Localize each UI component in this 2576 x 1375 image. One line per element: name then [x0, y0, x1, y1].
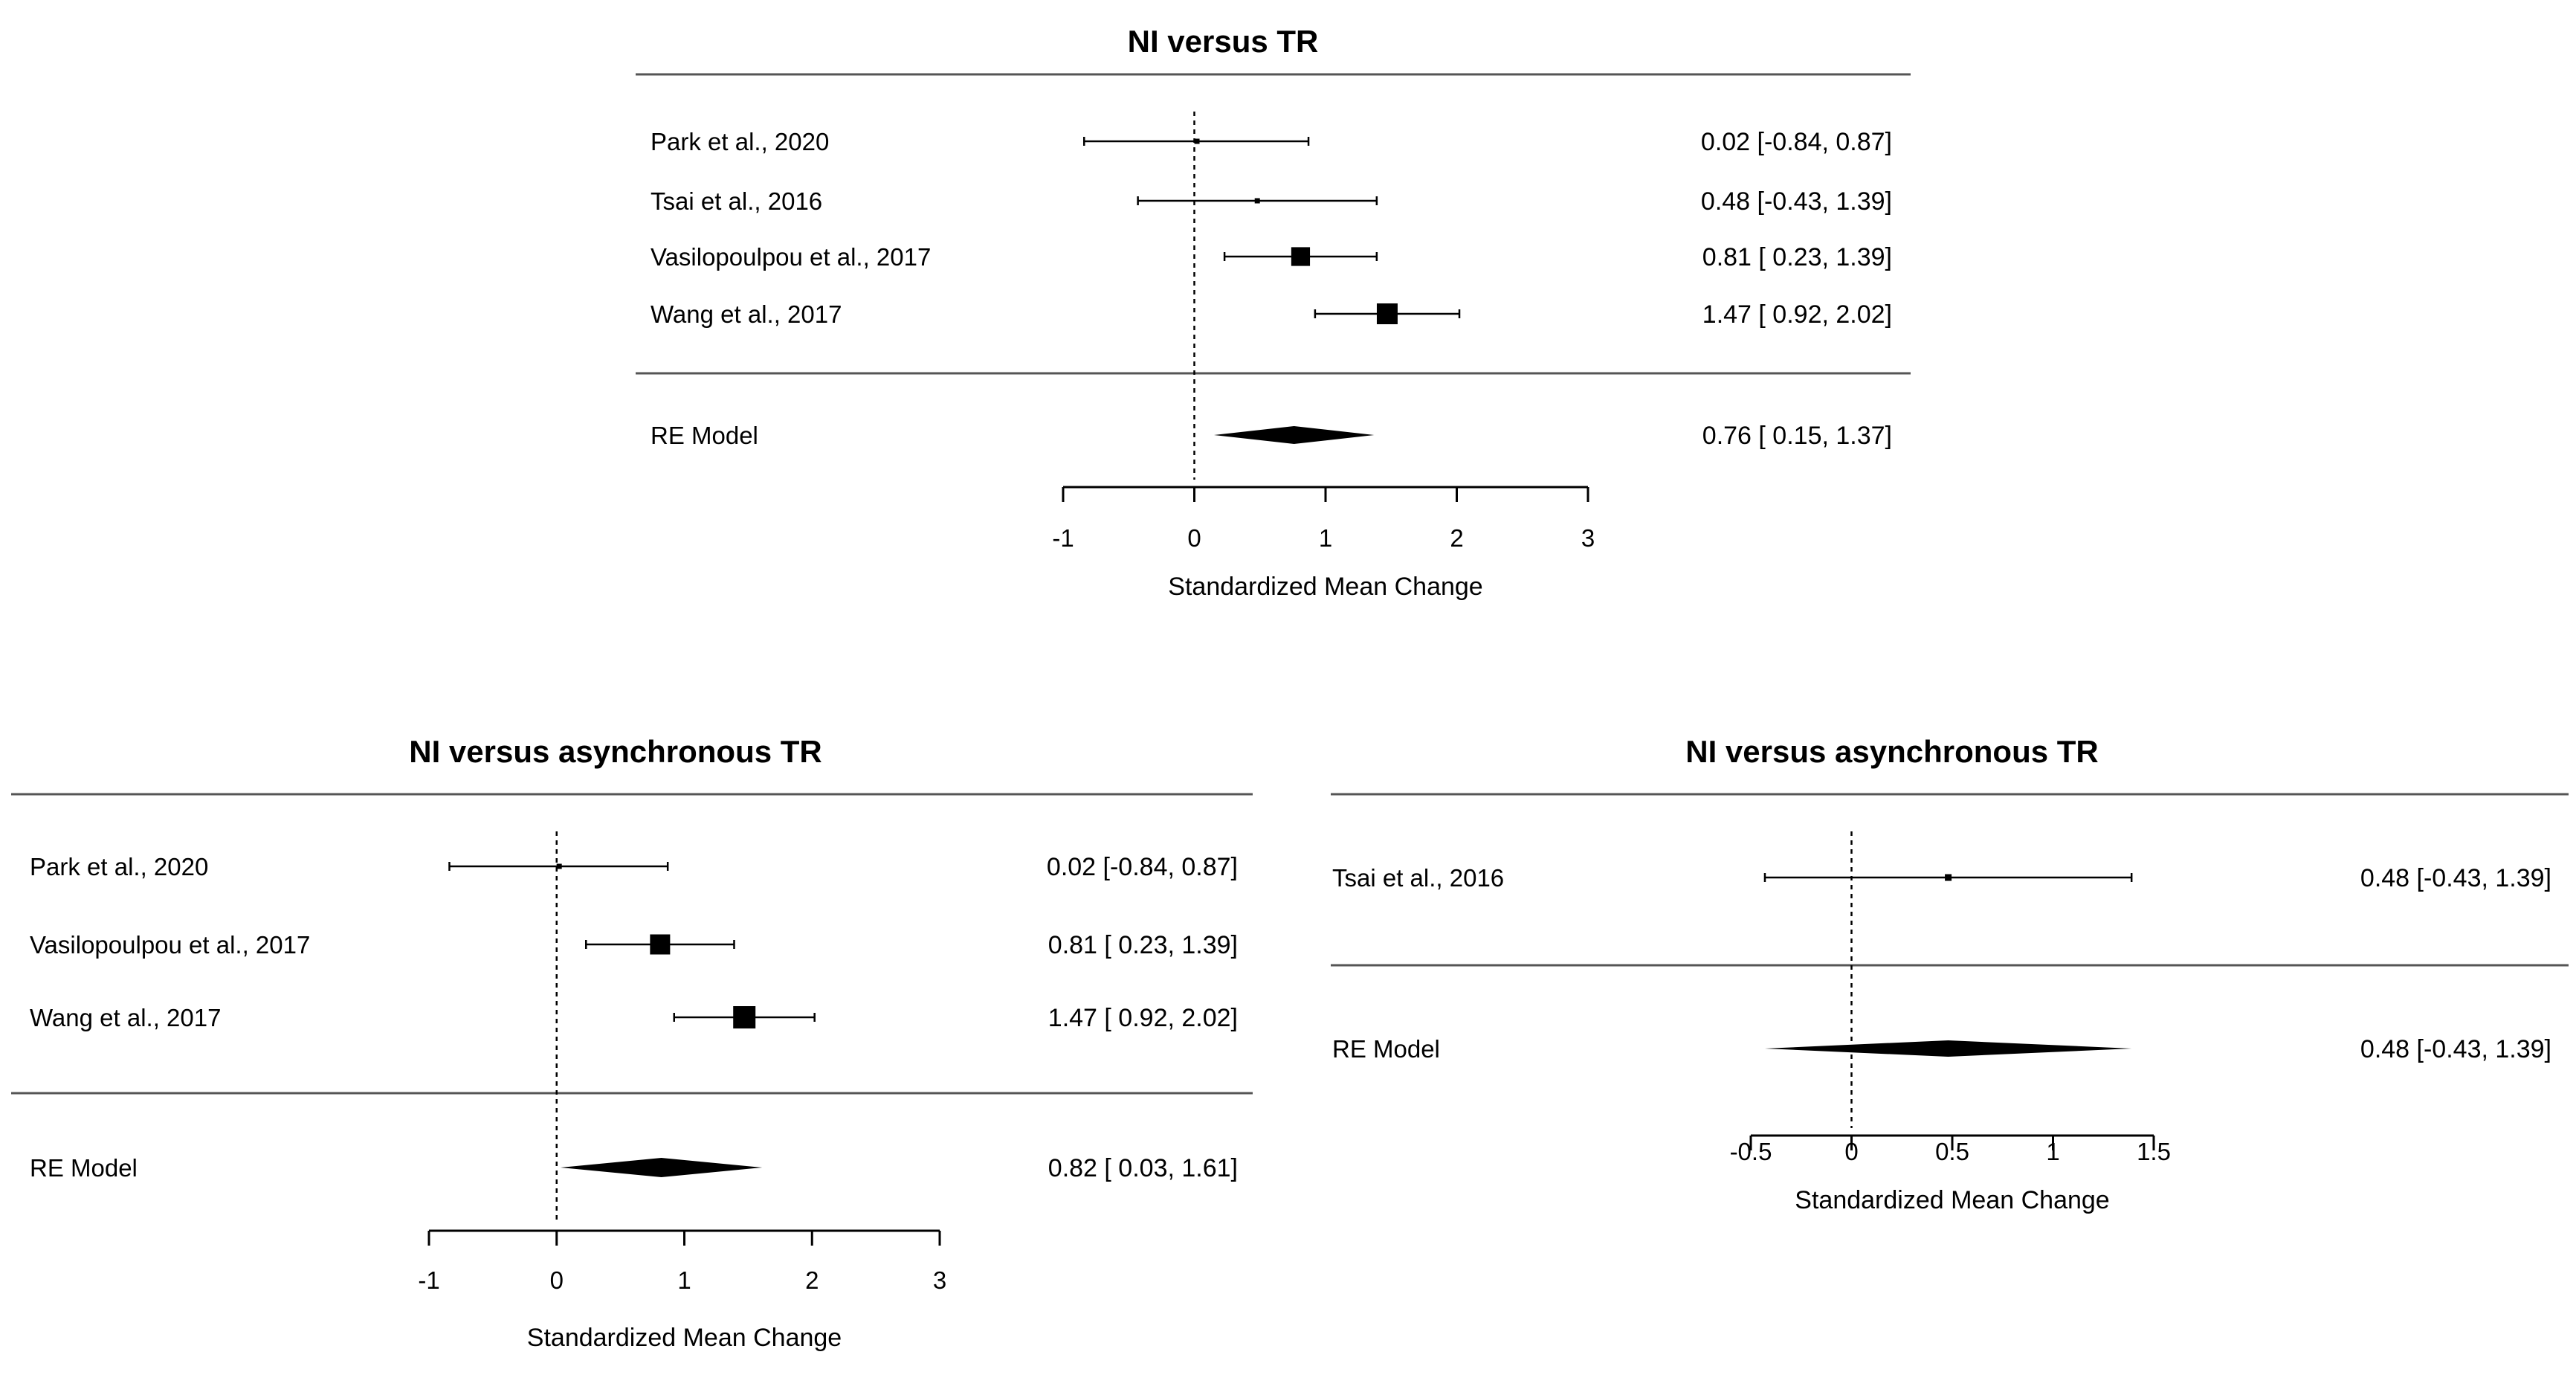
summary-ci-text: 0.82 [ 0.03, 1.61] [1048, 1154, 1238, 1182]
x-axis-title: Standardized Mean Change [527, 1324, 842, 1352]
x-tick-label: 0.5 [1935, 1138, 1969, 1165]
effect-size-box [1376, 303, 1398, 324]
effect-size-box [733, 1006, 756, 1028]
ci-text: 0.81 [ 0.23, 1.39] [1048, 931, 1238, 959]
forest-panel-2: NI versus asynchronous TR Park et al., 20… [11, 734, 1253, 1352]
x-tick-label: 0 [1844, 1138, 1858, 1165]
effect-size-box [1945, 874, 1952, 881]
study-label: Tsai et al., 2016 [1332, 864, 1504, 892]
study-label: Park et al., 2020 [30, 853, 208, 880]
panel-title: NI versus asynchronous TR [409, 734, 822, 769]
x-tick-label: 0 [550, 1266, 564, 1294]
study-label: Tsai et al., 2016 [651, 187, 822, 215]
x-tick-label: -1 [418, 1266, 439, 1294]
x-tick-label: 1.5 [2137, 1138, 2171, 1165]
summary-diamond [560, 1158, 763, 1177]
x-axis-title: Standardized Mean Change [1795, 1186, 2109, 1214]
summary-label: RE Model [30, 1154, 138, 1182]
effect-size-box [650, 934, 671, 955]
summary-label: RE Model [1332, 1035, 1440, 1063]
x-tick-label: -1 [1052, 524, 1074, 552]
panel-title: NI versus TR [1128, 24, 1319, 59]
ci-text: 1.47 [ 0.92, 2.02] [1048, 1004, 1238, 1032]
x-tick-label: 2 [1450, 524, 1463, 552]
x-tick-label: 1 [1319, 524, 1332, 552]
study-label: Vasilopoulpou et al., 2017 [651, 243, 931, 271]
study-label: Wang et al., 2017 [651, 300, 842, 328]
study-label: Park et al., 2020 [651, 128, 829, 155]
summary-ci-text: 0.76 [ 0.15, 1.37] [1702, 422, 1892, 450]
panel-title: NI versus asynchronous TR [1685, 734, 2099, 769]
summary-diamond [1764, 1040, 2132, 1057]
x-tick-label: 0 [1187, 524, 1201, 552]
ci-text: 0.81 [ 0.23, 1.39] [1702, 243, 1892, 271]
ci-text: 1.47 [ 0.92, 2.02] [1702, 300, 1892, 329]
summary-label: RE Model [651, 422, 758, 449]
x-tick-label: 2 [805, 1266, 819, 1294]
x-tick-label: 3 [933, 1266, 946, 1294]
study-label: Vasilopoulpou et al., 2017 [30, 931, 310, 959]
x-tick-label: 1 [2046, 1138, 2059, 1165]
x-axis-title: Standardized Mean Change [1168, 573, 1482, 601]
study-label: Wang et al., 2017 [30, 1004, 221, 1031]
x-tick-label: 1 [677, 1266, 691, 1294]
effect-size-box [1254, 198, 1260, 204]
ci-text: 0.02 [-0.84, 0.87] [1047, 853, 1238, 881]
ci-text: 0.02 [-0.84, 0.87] [1701, 128, 1892, 156]
effect-size-box [556, 863, 562, 869]
forest-panel-1: NI versus TR Park et al., 2020 0.02 [-0.84… [636, 24, 1911, 601]
ci-text: 0.48 [-0.43, 1.39] [1701, 187, 1892, 216]
effect-size-box [1194, 138, 1200, 144]
x-tick-label: -0.5 [1730, 1138, 1772, 1165]
ci-text: 0.48 [-0.43, 1.39] [2360, 864, 2551, 892]
effect-size-box [1291, 247, 1311, 266]
summary-diamond [1213, 426, 1375, 444]
summary-ci-text: 0.48 [-0.43, 1.39] [2360, 1035, 2551, 1063]
forest-panel-3: NI versus asynchronous TR Tsai et al., 20… [1331, 734, 2569, 1214]
x-tick-label: 3 [1581, 524, 1595, 552]
